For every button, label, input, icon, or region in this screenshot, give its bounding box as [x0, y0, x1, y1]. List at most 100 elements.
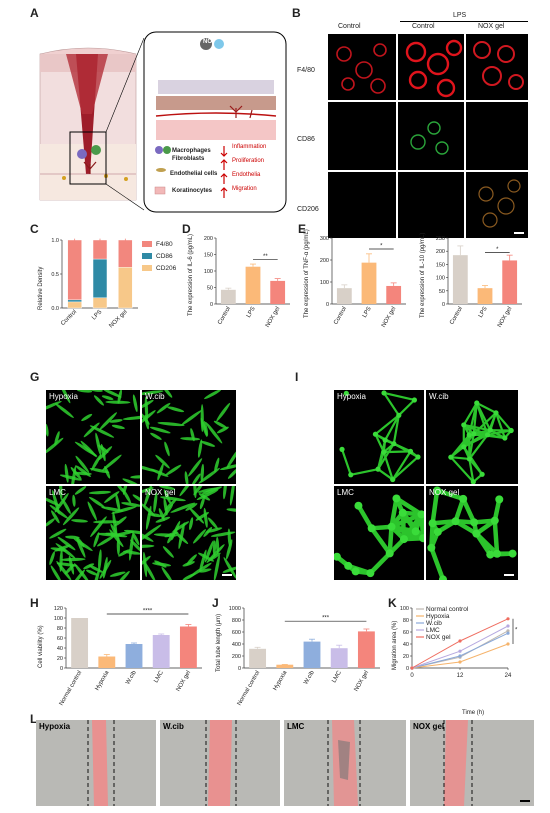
fibroblast-icon — [163, 146, 171, 154]
stack-f4-80 — [67, 239, 82, 301]
legend-label: Hypoxia — [426, 613, 450, 620]
data-point — [458, 660, 462, 664]
x-tick-label: LMC — [331, 669, 343, 684]
legend-cell-koratinocytes: Koratinocytes — [172, 188, 213, 194]
label-l-hypoxia: Hypoxia — [39, 722, 71, 731]
stack-f4-80 — [92, 239, 108, 260]
y-tick-label: 0.5 — [51, 272, 59, 278]
up-arrow-icon — [220, 173, 228, 184]
chart-d-ylabel: The expression of IL-6 (pg/mL) — [188, 233, 194, 316]
y-tick-label: 100 — [54, 616, 63, 622]
image-f480-nox-gel — [466, 34, 528, 100]
label-l-wcib: W.cib — [163, 722, 184, 731]
chart-k-xlabel: Time (h) — [462, 710, 485, 716]
legend-swatch — [142, 265, 152, 271]
down-arrow-icon — [220, 146, 228, 157]
y-tick-label: 250 — [436, 236, 445, 242]
label-g-hypoxia: Hypoxia — [49, 392, 78, 401]
y-tick-label: 60 — [57, 636, 63, 642]
panel-label-e: E — [298, 222, 307, 236]
x-tick-label: NOX gel — [354, 670, 371, 693]
significance-marker: * — [515, 627, 518, 633]
image-g-lmc: LMC — [46, 486, 140, 580]
y-tick-label: 150 — [436, 262, 445, 268]
zoom-box — [69, 131, 107, 185]
stack-cd206 — [92, 297, 108, 309]
panel-label-h: H — [30, 596, 39, 610]
panel-label-a: A — [30, 6, 39, 20]
up-arrow-icon — [220, 159, 228, 170]
panel-label-b: B — [292, 6, 301, 20]
x-tick-label: W.cib — [125, 669, 138, 685]
image-i-hypoxia: Hypoxia — [334, 390, 424, 484]
keratinocyte-layer — [156, 120, 276, 140]
matrix-layer — [156, 96, 276, 110]
panel-label-l: L — [30, 712, 38, 726]
image-cd206-control — [328, 172, 396, 238]
significance-marker: *** — [322, 616, 330, 622]
x-tick-label: LPS — [478, 306, 489, 319]
row-label-f480: F4/80 — [297, 67, 315, 74]
x-tick-label: NOX gel — [176, 670, 193, 693]
row-label-cd206: CD206 — [297, 206, 319, 213]
scratch-lmc: LMC — [284, 720, 406, 806]
endothelial-icon — [156, 168, 166, 172]
x-tick-label: LPS — [362, 306, 373, 319]
macrophage-icon — [155, 146, 163, 154]
y-tick-label: 40 — [57, 646, 63, 652]
image-g-hypoxia: Hypoxia — [46, 390, 140, 484]
x-tick-label: Control — [217, 306, 232, 326]
image-cd206-nox-gel — [466, 172, 528, 238]
bar-lps — [245, 266, 261, 304]
chart-h-ylabel: Cell viability (%) — [38, 625, 44, 668]
data-point — [506, 617, 510, 621]
y-tick-label: 50 — [207, 286, 213, 292]
x-tick-label: Control — [333, 306, 348, 326]
lps-header: LPS — [453, 12, 467, 19]
data-point — [458, 639, 462, 643]
legend-cell-macrophages: Macrophages — [172, 148, 211, 154]
significance-marker: ** — [263, 254, 268, 260]
col-header-nox-gel: NOX gel — [478, 23, 505, 30]
fibroblast-cell — [91, 145, 101, 155]
image-cd206-lps-control — [398, 172, 464, 238]
wound-schematic — [39, 31, 287, 213]
significance-marker: **** — [143, 609, 153, 615]
scratch-nox-gel: NOX gel — [410, 720, 534, 806]
chart-j-ylabel: Total tube length (μm) — [216, 613, 222, 672]
bar-lps — [477, 288, 493, 304]
y-tick-label: 40 — [403, 642, 409, 648]
y-tick-label: 100 — [436, 276, 445, 282]
particle-field — [156, 54, 274, 76]
legend-effect-migration: Migration — [232, 186, 257, 192]
y-tick-label: 100 — [400, 606, 409, 612]
y-tick-label: 0 — [406, 666, 409, 672]
label-i-hypoxia: Hypoxia — [337, 392, 366, 401]
image-f480-lps-control — [398, 34, 464, 100]
cell-layer — [158, 80, 274, 94]
bar-nox-gel — [502, 260, 518, 304]
chart-e-bar: 0 100 200 300 Control LPS NOX gel * — [320, 236, 406, 329]
data-point — [506, 631, 510, 635]
label-l-lmc: LMC — [287, 722, 305, 731]
bar-nox-gel — [179, 626, 197, 668]
chart-f-ylabel: The expression of IL-10 (pg/mL) — [420, 232, 426, 318]
y-tick-label: 200 — [436, 249, 445, 255]
y-tick-label: 0 — [60, 666, 63, 672]
chart-d-bar: 0 50 100 150 200 Control LPS NOX gel ** — [204, 236, 290, 329]
y-tick-label: 0.0 — [51, 306, 59, 312]
scale-bar — [514, 232, 524, 234]
panel-label-g: G — [30, 370, 40, 384]
legend-label: CD206 — [156, 265, 177, 272]
scale-bar — [520, 800, 530, 802]
legend-label: LMC — [426, 627, 440, 634]
x-tick-label: Control — [60, 309, 78, 327]
bar-lps — [361, 262, 377, 304]
bar-control — [336, 288, 352, 304]
koratinocyte-icon — [154, 186, 166, 195]
y-tick-label: 20 — [403, 654, 409, 660]
label-g-lmc: LMC — [49, 488, 66, 497]
bar-lmc — [152, 635, 170, 668]
legend-swatch — [142, 241, 152, 247]
label-i-nox-gel: NOX gel — [429, 488, 460, 497]
